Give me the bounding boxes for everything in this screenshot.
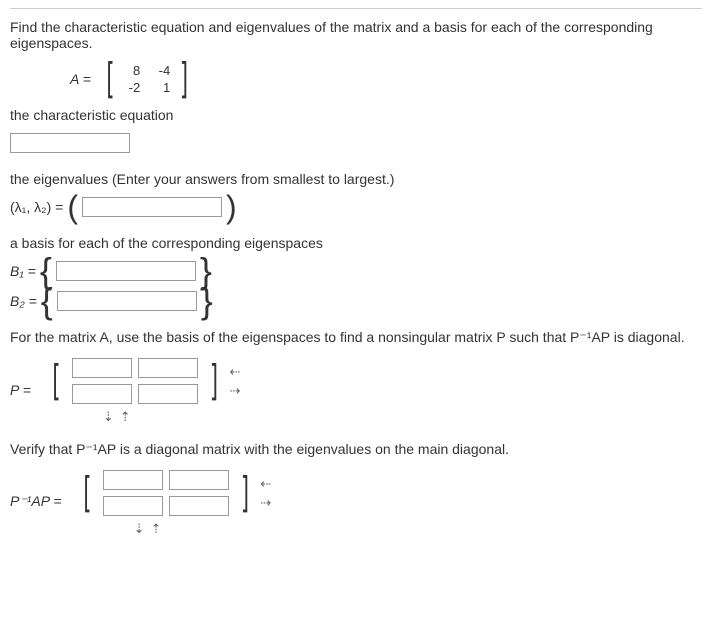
matrix-cell: -4 — [154, 63, 170, 78]
pap-cell-22[interactable] — [169, 496, 229, 516]
rbrace: } — [200, 261, 212, 281]
rbrace: } — [201, 291, 213, 311]
lbracket: [ — [49, 363, 62, 399]
shrink-rows-icon[interactable]: ⇣ — [134, 522, 145, 535]
p-cell-22[interactable] — [138, 384, 198, 404]
p-cell-21[interactable] — [72, 384, 132, 404]
expand-rows-icon[interactable]: ⇡ — [151, 522, 162, 535]
pap-cell-11[interactable] — [103, 470, 163, 490]
expand-cols-icon[interactable]: ⇢ — [260, 496, 271, 509]
rbracket: ] — [209, 363, 222, 399]
problem-intro: Find the characteristic equation and eig… — [10, 19, 702, 51]
b2-input[interactable] — [57, 291, 197, 311]
lbracket: [ — [80, 475, 93, 511]
pap-cell-21[interactable] — [103, 496, 163, 516]
verify-label: Verify that P⁻¹AP is a diagonal matrix w… — [10, 441, 702, 458]
b1-label: B₁ = — [10, 263, 36, 279]
char-eq-input[interactable] — [10, 133, 130, 153]
eigenvalues-input[interactable] — [82, 197, 222, 217]
lbrace: { — [40, 261, 52, 281]
b1-input[interactable] — [56, 261, 196, 281]
rparen: ) — [226, 197, 237, 217]
char-eq-label: the characteristic equation — [10, 107, 702, 123]
rbracket: ] — [239, 475, 252, 511]
eigenvalues-label: the eigenvalues (Enter your answers from… — [10, 171, 702, 187]
lparen: ( — [67, 197, 78, 217]
matrix-a: [ 8 -4 -2 1 ] — [97, 61, 198, 97]
matrix-a-label: A = — [70, 71, 91, 87]
p-cell-12[interactable] — [138, 358, 198, 378]
lbrace: { — [41, 291, 53, 311]
matrix-cell: -2 — [124, 80, 140, 95]
shrink-cols-icon[interactable]: ⇠ — [229, 365, 240, 378]
shrink-cols-icon[interactable]: ⇠ — [260, 477, 271, 490]
divider — [10, 8, 702, 9]
b2-label: B₂ = — [10, 293, 37, 309]
p-label: P = — [10, 382, 31, 398]
expand-rows-icon[interactable]: ⇡ — [120, 410, 131, 423]
shrink-rows-icon[interactable]: ⇣ — [103, 410, 114, 423]
basis-label: a basis for each of the corresponding ei… — [10, 235, 702, 251]
pap-cell-12[interactable] — [169, 470, 229, 490]
expand-cols-icon[interactable]: ⇢ — [229, 384, 240, 397]
matrix-cell: 8 — [124, 63, 140, 78]
p-cell-11[interactable] — [72, 358, 132, 378]
matrix-cell: 1 — [154, 80, 170, 95]
p-intro: For the matrix A, use the basis of the e… — [10, 329, 702, 346]
eigen-lhs: (λ₁, λ₂) = — [10, 199, 63, 215]
pap-label: P⁻¹AP = — [10, 493, 62, 510]
